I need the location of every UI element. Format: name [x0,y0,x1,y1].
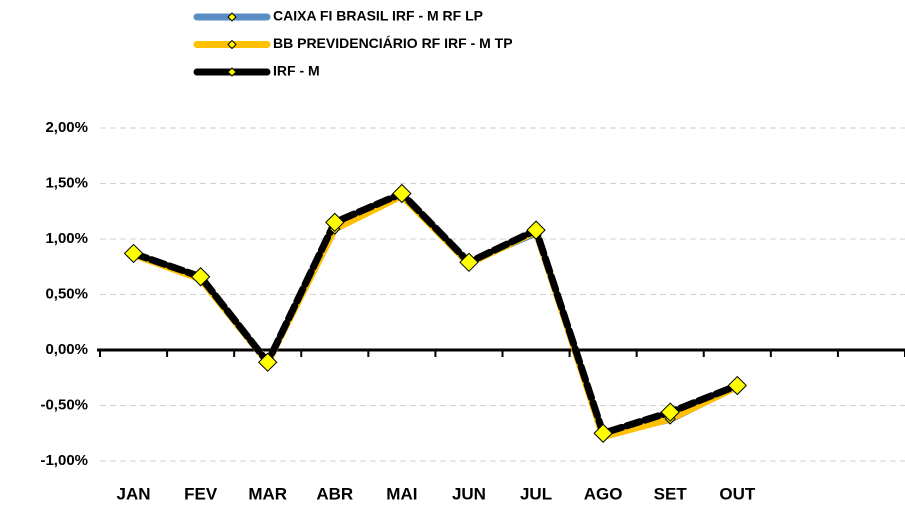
point-marker [459,252,479,273]
legend-label: BB PREVIDENCIÁRIO RF IRF - M TP [273,35,513,51]
point-marker [258,352,278,372]
point-marker [593,423,613,443]
point-marker [727,375,747,396]
y-tick-label: 0,50% [45,285,88,302]
x-tick-label: ABR [316,484,353,503]
point-marker [660,402,680,422]
point-marker [190,267,211,287]
legend-marker [227,67,237,77]
point-marker [526,220,546,240]
x-tick-label: OUT [719,484,756,503]
x-tick-label: SET [654,484,688,503]
x-tick-label: AGO [584,484,623,503]
y-tick-label: -1,00% [40,452,88,469]
x-tick-label: FEV [184,484,218,503]
legend-marker [227,39,237,50]
x-tick-label: MAR [248,484,287,503]
x-tick-label: JAN [117,484,151,503]
y-tick-label: -0,50% [40,396,88,413]
y-tick-label: 0,00% [45,341,88,358]
y-tick-label: 2,00% [45,119,88,136]
legend-marker [227,12,237,22]
point-marker [325,212,345,233]
y-tick-label: 1,00% [45,230,88,247]
point-marker [123,243,144,264]
legend-label: IRF - M [273,63,320,79]
point-marker [392,183,412,204]
series-line [130,189,741,437]
x-tick-label: JUL [520,484,552,503]
y-tick-label: 1,50% [45,174,88,191]
legend-label: CAIXA FI BRASIL IRF - M RF LP [273,8,483,24]
x-tick-label: MAI [386,484,417,503]
x-tick-label: JUN [452,484,486,503]
